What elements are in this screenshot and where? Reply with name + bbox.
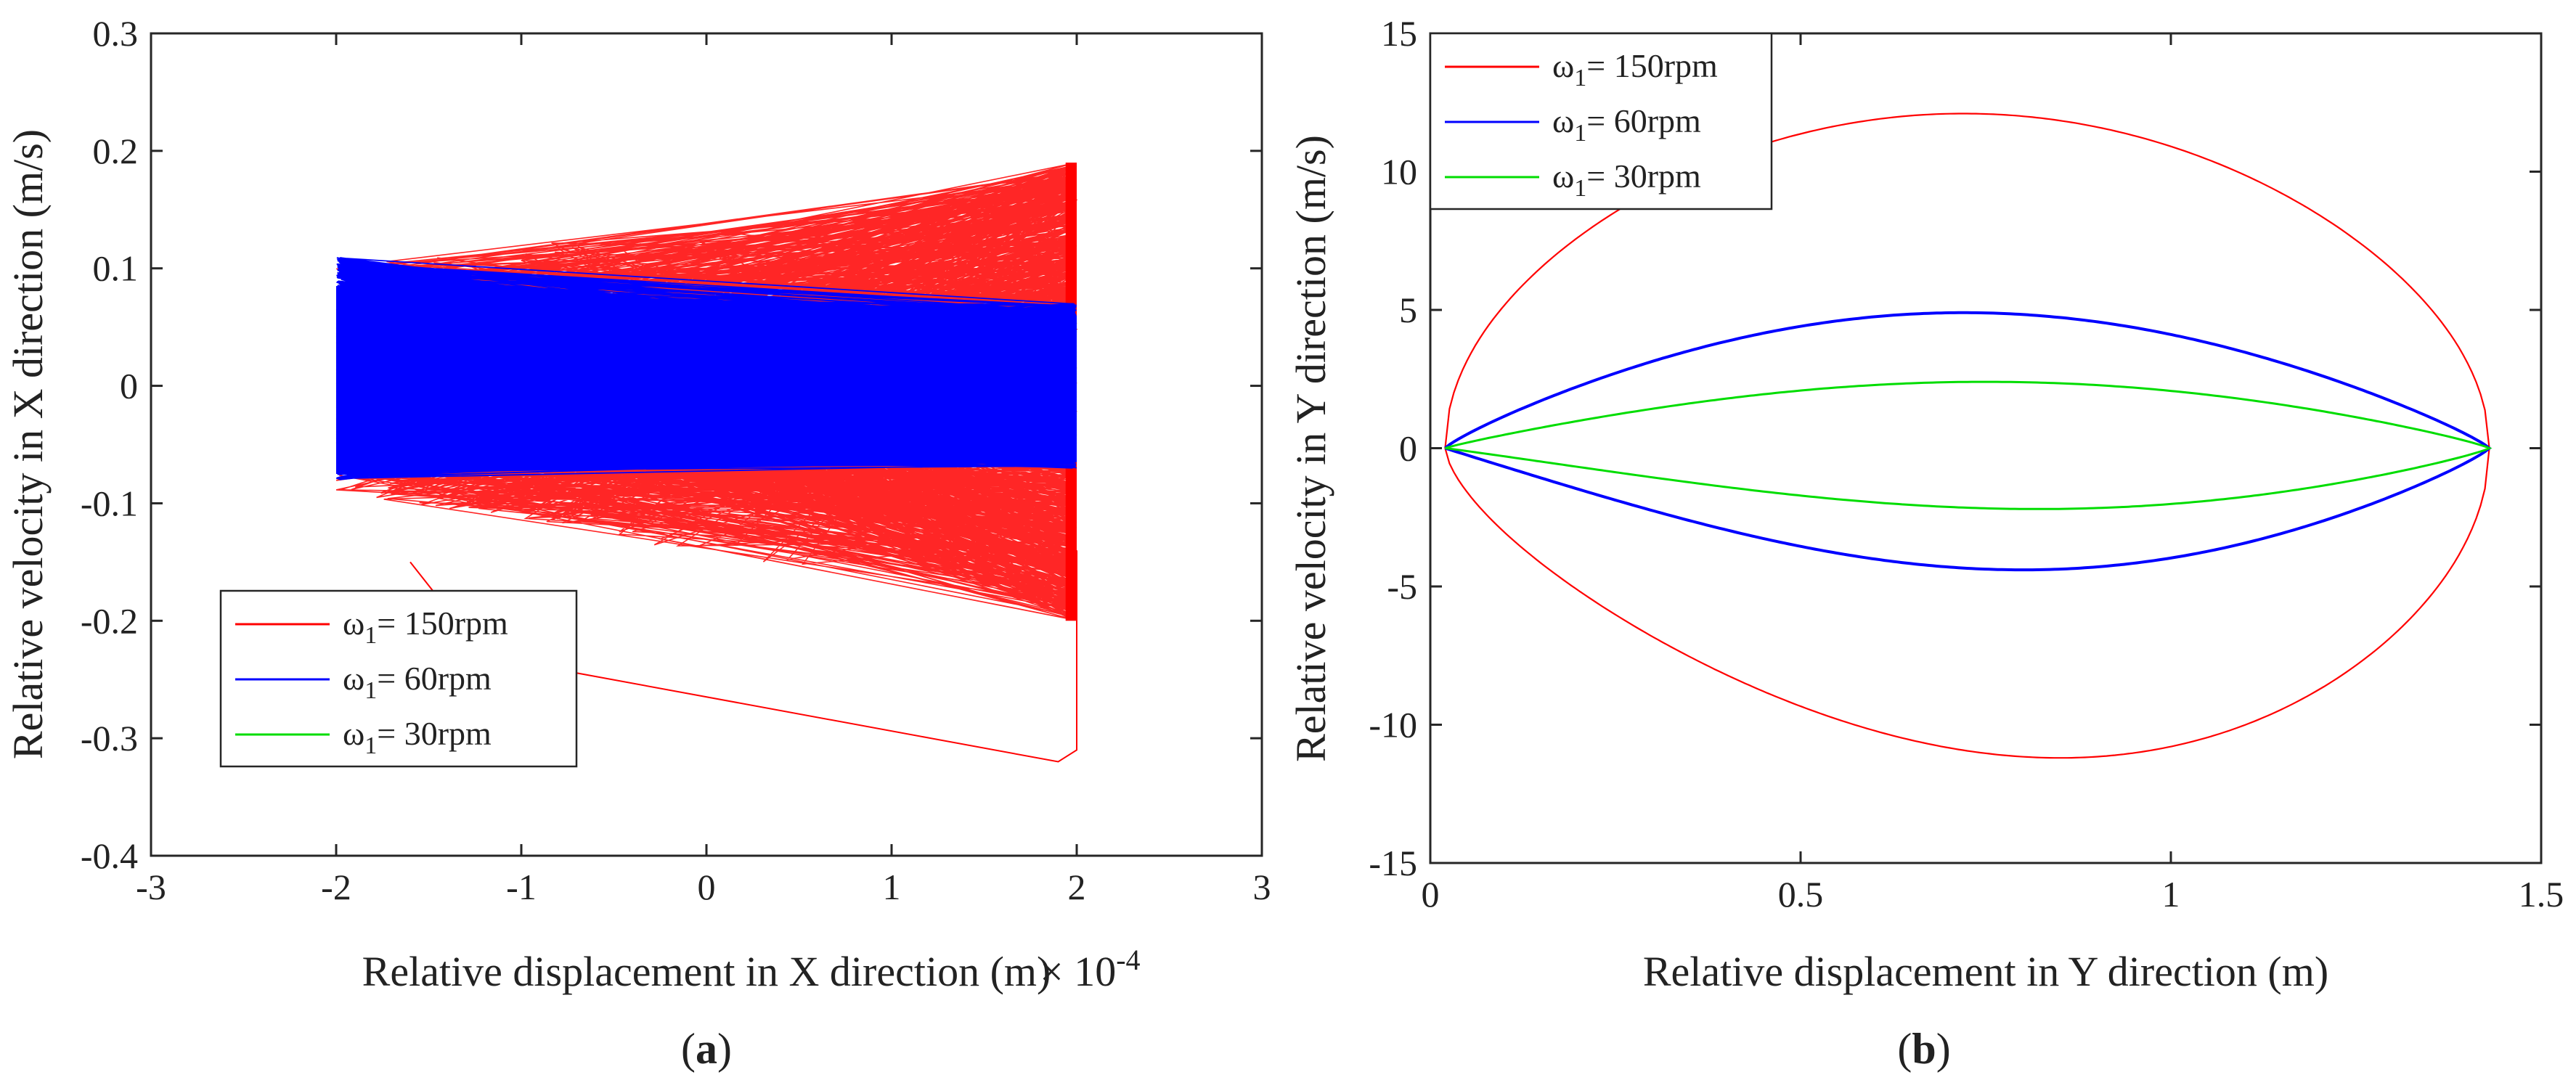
panel-a-y-tick-label: 0.3 [93, 13, 139, 54]
panel-a-chart: -3 -2 -1 0 1 2 3 -0.4 -0.3 -0.2 -0.1 0 0.1 0.2 0.3 Rel… [4, 13, 1271, 1073]
panel-b-x-tick-label: 1 [2162, 874, 2180, 915]
panel-a-y-tick-label: -0.3 [81, 718, 138, 758]
panel-a-y-tick-label: 0.1 [93, 248, 139, 289]
panel-a-y-tick-label: -0.2 [81, 600, 138, 641]
panel-b-y-tick-label: -5 [1387, 566, 1417, 607]
panel-a-x-tick-label: -1 [506, 867, 537, 907]
panel-b-series-30rpm [1444, 380, 2493, 510]
panel-b-legend: ω1= 150rpm ω1= 60rpm ω1= 30rpm [1429, 32, 1773, 210]
panel-b-legend-entry: ω1= 60rpm [1552, 102, 1701, 147]
panel-a-ticks: -3 -2 -1 0 1 2 3 -0.4 -0.3 -0.2 -0.1 0 0.1 0.2 0.3 [81, 13, 1271, 907]
panel-a-series-60rpm-core [336, 286, 1077, 474]
panel-b-y-tick-label: 0 [1399, 428, 1417, 469]
panel-b-x-tick-label: 1.5 [2519, 874, 2564, 915]
panel-b-ticks: 0 0.5 1 1.5 -15 -10 -5 0 5 10 15 [1369, 13, 2564, 915]
panel-a-x-scale-base: × 10 [1040, 948, 1116, 995]
panel-b-x-tick-label: 0 [1422, 874, 1440, 915]
panel-a-legend-entry: ω1= 30rpm [343, 715, 492, 759]
panel-a-x-tick-label: 0 [698, 867, 716, 907]
panel-a-x-tick-label: 3 [1253, 867, 1271, 907]
panel-b-x-axis-label: Relative displacement in Y direction (m) [1643, 948, 2328, 995]
panel-b-series-group [1444, 112, 2493, 759]
panel-b-y-tick-label: -10 [1369, 705, 1417, 745]
panel-a-caption: (a) [681, 1025, 732, 1073]
panel-a-letter: a [696, 1025, 717, 1073]
panel-b-y-tick-label: -15 [1369, 843, 1417, 883]
panel-a-legend: ω1= 150rpm ω1= 60rpm ω1= 30rpm [219, 589, 578, 768]
panel-b-letter: b [1912, 1025, 1936, 1073]
panel-a-x-tick-label: 1 [883, 867, 901, 907]
panel-b-legend-entry: ω1= 150rpm [1552, 47, 1718, 91]
panel-a-legend-entry: ω1= 60rpm [343, 660, 492, 704]
panel-a-y-tick-label: -0.1 [81, 483, 138, 523]
panel-b-y-tick-label: 5 [1399, 290, 1417, 330]
panel-a-series-group [335, 163, 1078, 763]
panel-b-caption: (b) [1897, 1025, 1950, 1073]
panel-a-x-scale-note: × 10-4 [1040, 944, 1141, 995]
panel-a-x-scale-exponent: -4 [1116, 944, 1140, 976]
panel-a-legend-entry: ω1= 150rpm [343, 605, 508, 649]
panel-b-y-axis-label: Relative velocity in Y direction (m/s) [1287, 135, 1334, 762]
panel-a-y-tick-label: 0 [120, 366, 138, 406]
panel-b-y-tick-label: 10 [1381, 152, 1417, 192]
panel-a-x-tick-label: -2 [321, 867, 351, 907]
panel-a-x-tick-label: -3 [136, 867, 166, 907]
panel-a-x-axis-label: Relative displacement in X direction (m) [362, 948, 1051, 995]
panel-a-y-tick-label: 0.2 [93, 131, 139, 171]
panel-b-legend-entry: ω1= 30rpm [1552, 158, 1701, 202]
panel-b-x-tick-label: 0.5 [1778, 874, 1824, 915]
panel-b-chart: 0 0.5 1 1.5 -15 -10 -5 0 5 10 15 Relative displace… [1287, 13, 2564, 1073]
panel-a-y-tick-label: -0.4 [81, 835, 138, 876]
panel-b-y-tick-label: 15 [1381, 13, 1417, 54]
panel-a-x-tick-label: 2 [1068, 867, 1086, 907]
panel-a-y-axis-label: Relative velocity in X direction (m/s) [4, 129, 52, 759]
